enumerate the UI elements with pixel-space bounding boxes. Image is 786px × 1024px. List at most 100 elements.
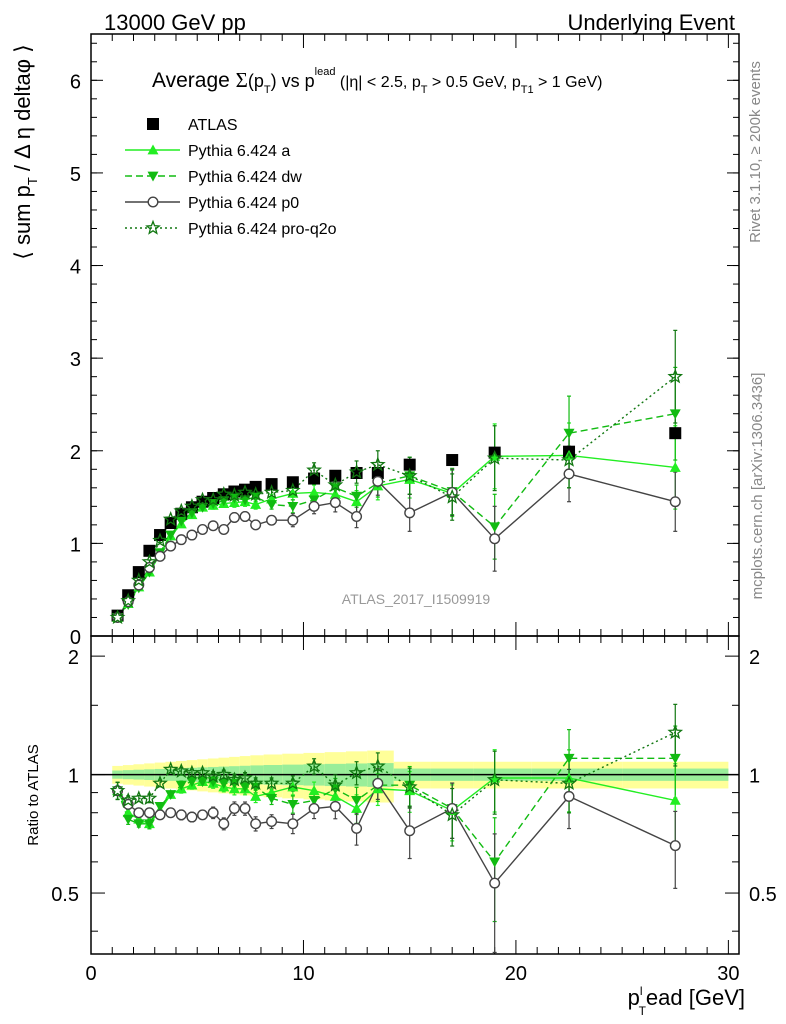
x-tick-label: 30 [717,963,739,985]
legend-label-atlas: ATLAS [188,117,238,134]
legend-marker-dw [147,171,159,182]
ratio-marker-proq2o [401,778,418,794]
main-marker-proq2o [226,486,243,502]
ratio-marker-proq2o [109,782,126,798]
main-marker-proq2o [130,572,147,588]
main-marker-a [308,486,320,497]
legend-label-p0: Pythia 6.424 p0 [188,195,299,212]
ratio-marker-dw [669,753,681,764]
main-marker-p0 [250,519,262,531]
y-tick-label: 5 [70,164,81,186]
ratio-marker-dw [239,782,251,793]
main-marker-atlas [286,476,299,489]
ratio-marker-p0 [308,803,320,815]
main-marker-proq2o [205,491,222,507]
main-marker-proq2o [152,532,168,548]
legend-marker-proq2o [145,219,161,235]
legend-marker-a [147,144,159,155]
main-marker-proq2o [215,486,232,502]
ratio-marker-proq2o [247,775,264,791]
main-marker-proq2o [401,467,418,483]
main-marker-proq2o [263,484,280,500]
ratio-y-tick-label: 1 [749,766,760,788]
ratio-lines [116,731,676,885]
main-marker-proq2o [183,497,200,514]
main-marker-p0 [165,540,177,552]
main-marker-p0 [563,468,575,480]
main-marker-p0 [154,550,166,562]
main-marker-atlas [669,427,682,440]
main-marker-dw [669,409,681,420]
main-marker-proq2o [162,511,179,527]
main-marker-p0 [287,514,299,526]
ratio-marker-dw [308,795,320,806]
main-marker-p0 [404,507,416,519]
ratio-marker-p0 [287,818,299,830]
ratio-y-tick-label: 2 [749,647,760,669]
main-marker-dw [239,495,251,506]
main-marker-proq2o [247,486,264,502]
ratio-marker-proq2o [369,757,386,773]
ratio-frame [90,635,740,955]
ratio-marker-p0 [133,807,145,819]
legend-marker-atlas [147,118,159,130]
main-marker-proq2o [141,553,158,569]
ratio-marker-p0 [165,807,177,819]
main-y-label: ⟨ sum pT / Δ η deltaφ ⟩ [10,44,40,260]
main-marker-proq2o [173,502,190,518]
header-left: 13000 GeV pp [104,10,246,35]
ratio-marker-p0 [266,815,278,827]
ratio-marker-p0 [228,803,240,815]
ratio-marker-proq2o [263,775,280,791]
ratio-panel [90,635,740,955]
main-marker-dw [175,516,187,527]
rivet-label: Rivet 3.1.10, ≥ 200k events [747,61,764,243]
ratio-marker-proq2o [486,771,503,787]
ratio-marker-dw [287,799,299,810]
ratio-marker-p0 [143,807,155,819]
y-tick-label: 6 [70,71,81,93]
ratio-marker-p0 [207,807,219,819]
ratio-marker-p0 [239,803,251,815]
main-marker-dw [308,495,320,506]
analysis-watermark: ATLAS_2017_I1509919 [342,591,491,607]
x-axis-label: pl Tead [GeV] [628,984,745,1018]
mcplots-label: mcplots.cern.ch [arXiv:1306.3436] [749,373,766,600]
main-marker-p0 [351,511,363,523]
main-marker-p0 [218,523,230,535]
ratio-marker-proq2o [120,792,137,808]
ratio-marker-a [351,803,363,813]
ratio-marker-p0 [372,777,384,789]
ratio-marker-dw [143,819,155,830]
main-marker-atlas [446,454,459,467]
ratio-marker-proq2o [226,771,243,787]
main-marker-p0 [197,523,209,535]
header-right: Underlying Event [567,10,735,35]
ratio-marker-proq2o [327,776,344,792]
ratio-marker-proq2o [173,762,190,778]
ratio-marker-p0 [197,809,209,821]
ratio-marker-proq2o [194,764,211,780]
main-marker-proq2o [109,609,126,625]
ratio-marker-dw [186,777,198,788]
ratio-marker-p0 [175,809,187,821]
ratio-y-label: Ratio to ATLAS [25,744,42,845]
ratio-marker-proq2o [162,761,179,777]
main-marker-p0 [329,497,341,509]
ratio-marker-dw [122,814,134,825]
main-marker-atlas [329,469,342,482]
main-marker-atlas [143,544,156,557]
ratio-marker-dw [351,795,363,806]
main-marker-p0 [143,561,155,573]
main-marker-a [329,488,341,499]
ratio-marker-proq2o [237,769,253,785]
main-line-dw [117,413,676,618]
main-marker-proq2o [285,482,301,498]
ratio-marker-proq2o [205,768,221,784]
legend: ATLAS Pythia 6.424 a Pythia 6.424 dw Pythia… [125,117,337,238]
ratio-y-tick-label: 0.5 [51,884,79,906]
main-marker-proq2o [237,484,253,500]
ratio-marker-a [329,790,341,801]
main-marker-p0 [207,520,219,532]
